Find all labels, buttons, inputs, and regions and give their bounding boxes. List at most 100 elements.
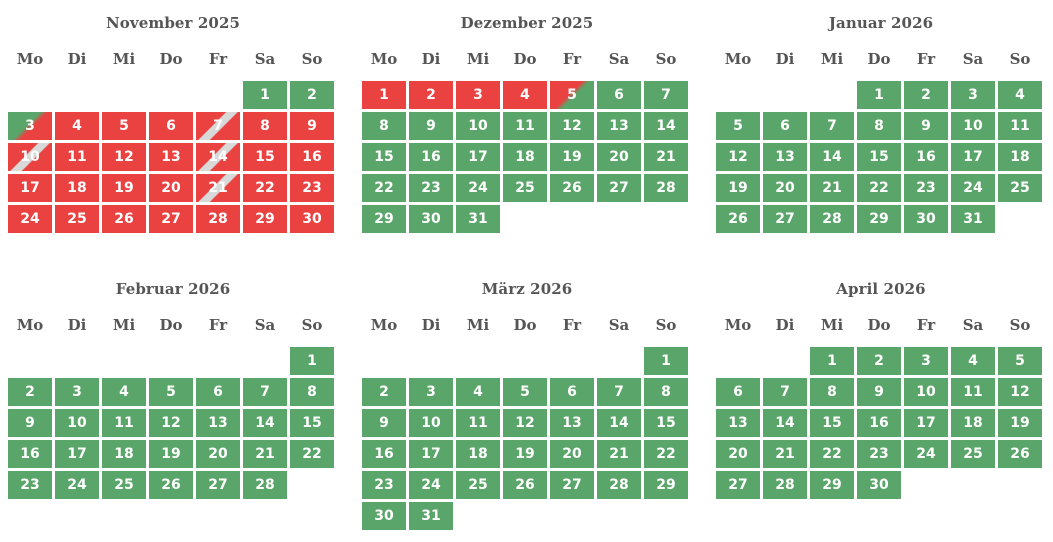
day-cell-free[interactable]: 5	[149, 378, 193, 406]
day-cell-free[interactable]: 7	[810, 112, 854, 140]
day-cell-free[interactable]: 21	[763, 440, 807, 468]
day-cell-free[interactable]: 8	[362, 112, 406, 140]
day-cell-departure[interactable]: 5	[550, 81, 594, 109]
day-cell-free[interactable]: 6	[763, 112, 807, 140]
day-cell-free[interactable]: 7	[644, 81, 688, 109]
day-cell-free[interactable]: 8	[290, 378, 334, 406]
day-cell-free[interactable]: 28	[597, 471, 641, 499]
day-cell-free[interactable]: 1	[810, 347, 854, 375]
day-cell-free[interactable]: 4	[951, 347, 995, 375]
day-cell-free[interactable]: 19	[149, 440, 193, 468]
day-cell-free[interactable]: 24	[456, 174, 500, 202]
day-cell-booked[interactable]: 24	[8, 205, 52, 233]
day-cell-change[interactable]: 7	[196, 112, 240, 140]
day-cell-free[interactable]: 4	[102, 378, 146, 406]
day-cell-free[interactable]: 7	[597, 378, 641, 406]
day-cell-free[interactable]: 25	[998, 174, 1042, 202]
day-cell-free[interactable]: 21	[243, 440, 287, 468]
day-cell-free[interactable]: 15	[362, 143, 406, 171]
day-cell-booked[interactable]: 6	[149, 112, 193, 140]
day-cell-free[interactable]: 3	[951, 81, 995, 109]
day-cell-free[interactable]: 12	[503, 409, 547, 437]
day-cell-free[interactable]: 14	[243, 409, 287, 437]
day-cell-free[interactable]: 5	[503, 378, 547, 406]
day-cell-booked[interactable]: 8	[243, 112, 287, 140]
day-cell-free[interactable]: 11	[951, 378, 995, 406]
day-cell-booked[interactable]: 19	[102, 174, 146, 202]
day-cell-free[interactable]: 25	[102, 471, 146, 499]
day-cell-free[interactable]: 20	[196, 440, 240, 468]
day-cell-free[interactable]: 23	[8, 471, 52, 499]
day-cell-free[interactable]: 24	[55, 471, 99, 499]
day-cell-free[interactable]: 13	[196, 409, 240, 437]
day-cell-free[interactable]: 31	[456, 205, 500, 233]
day-cell-free[interactable]: 10	[55, 409, 99, 437]
day-cell-free[interactable]: 12	[716, 143, 760, 171]
day-cell-booked[interactable]: 4	[55, 112, 99, 140]
day-cell-booked[interactable]: 9	[290, 112, 334, 140]
day-cell-free[interactable]: 16	[904, 143, 948, 171]
day-cell-booked[interactable]: 2	[409, 81, 453, 109]
day-cell-free[interactable]: 22	[362, 174, 406, 202]
day-cell-free[interactable]: 12	[550, 112, 594, 140]
day-cell-free[interactable]: 22	[857, 174, 901, 202]
day-cell-free[interactable]: 13	[763, 143, 807, 171]
day-cell-free[interactable]: 1	[290, 347, 334, 375]
day-cell-free[interactable]: 12	[998, 378, 1042, 406]
day-cell-booked[interactable]: 30	[290, 205, 334, 233]
day-cell-free[interactable]: 23	[362, 471, 406, 499]
day-cell-booked[interactable]: 11	[55, 143, 99, 171]
day-cell-booked[interactable]: 3	[456, 81, 500, 109]
day-cell-free[interactable]: 5	[716, 112, 760, 140]
day-cell-free[interactable]: 16	[409, 143, 453, 171]
day-cell-free[interactable]: 29	[644, 471, 688, 499]
day-cell-free[interactable]: 2	[904, 81, 948, 109]
day-cell-free[interactable]: 2	[857, 347, 901, 375]
day-cell-free[interactable]: 18	[102, 440, 146, 468]
day-cell-free[interactable]: 30	[857, 471, 901, 499]
day-cell-booked[interactable]: 1	[362, 81, 406, 109]
day-cell-free[interactable]: 26	[550, 174, 594, 202]
day-cell-free[interactable]: 21	[810, 174, 854, 202]
day-cell-free[interactable]: 5	[998, 347, 1042, 375]
day-cell-booked[interactable]: 15	[243, 143, 287, 171]
day-cell-booked[interactable]: 28	[196, 205, 240, 233]
day-cell-free[interactable]: 10	[951, 112, 995, 140]
day-cell-free[interactable]: 1	[243, 81, 287, 109]
day-cell-free[interactable]: 22	[810, 440, 854, 468]
day-cell-free[interactable]: 9	[8, 409, 52, 437]
day-cell-free[interactable]: 24	[904, 440, 948, 468]
day-cell-free[interactable]: 23	[904, 174, 948, 202]
day-cell-free[interactable]: 16	[362, 440, 406, 468]
day-cell-free[interactable]: 11	[456, 409, 500, 437]
day-cell-booked[interactable]: 16	[290, 143, 334, 171]
day-cell-free[interactable]: 28	[810, 205, 854, 233]
day-cell-booked[interactable]: 22	[243, 174, 287, 202]
day-cell-free[interactable]: 13	[550, 409, 594, 437]
day-cell-free[interactable]: 6	[196, 378, 240, 406]
day-cell-free[interactable]: 2	[362, 378, 406, 406]
day-cell-free[interactable]: 26	[503, 471, 547, 499]
day-cell-free[interactable]: 28	[243, 471, 287, 499]
day-cell-change[interactable]: 21	[196, 174, 240, 202]
day-cell-free[interactable]: 17	[409, 440, 453, 468]
day-cell-free[interactable]: 19	[998, 409, 1042, 437]
day-cell-booked[interactable]: 4	[503, 81, 547, 109]
day-cell-free[interactable]: 1	[644, 347, 688, 375]
day-cell-arrival[interactable]: 3	[8, 112, 52, 140]
day-cell-free[interactable]: 19	[716, 174, 760, 202]
day-cell-free[interactable]: 30	[362, 502, 406, 530]
day-cell-booked[interactable]: 17	[8, 174, 52, 202]
day-cell-booked[interactable]: 29	[243, 205, 287, 233]
day-cell-free[interactable]: 19	[550, 143, 594, 171]
day-cell-free[interactable]: 17	[55, 440, 99, 468]
day-cell-free[interactable]: 27	[550, 471, 594, 499]
day-cell-free[interactable]: 25	[503, 174, 547, 202]
day-cell-free[interactable]: 3	[409, 378, 453, 406]
day-cell-free[interactable]: 6	[550, 378, 594, 406]
day-cell-free[interactable]: 6	[716, 378, 760, 406]
day-cell-free[interactable]: 17	[951, 143, 995, 171]
day-cell-free[interactable]: 27	[196, 471, 240, 499]
day-cell-booked[interactable]: 5	[102, 112, 146, 140]
day-cell-free[interactable]: 14	[597, 409, 641, 437]
